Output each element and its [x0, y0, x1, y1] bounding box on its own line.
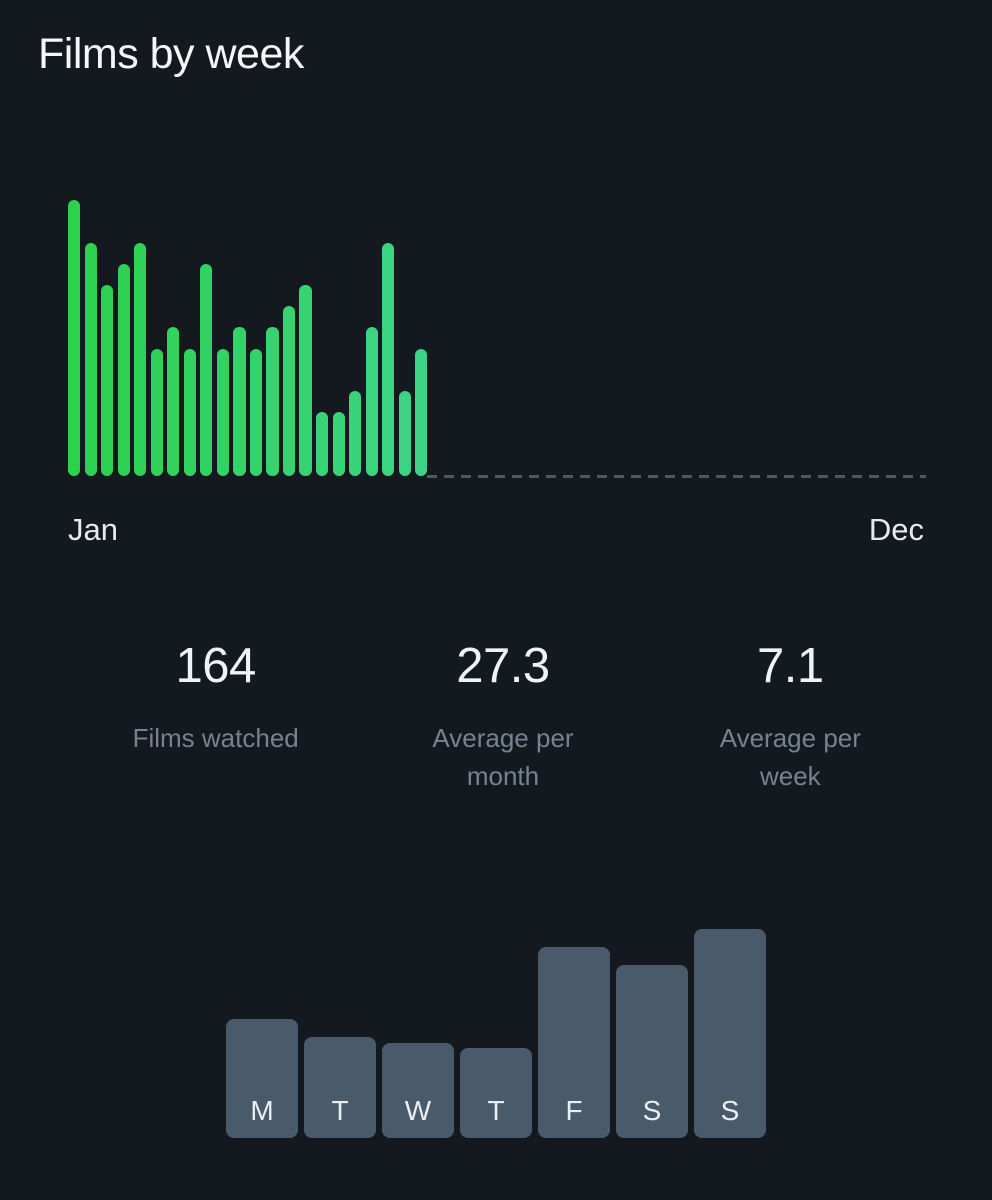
stat-value: 27.3 [456, 639, 550, 693]
day-letter-label: M [250, 1095, 274, 1126]
films-per-week-chart [68, 200, 926, 478]
summary-stats-row: 164 Films watched 27.3 Average per month… [72, 638, 934, 795]
week-bar [332, 412, 345, 476]
day-bar: W [382, 1042, 454, 1138]
stat-label: Average per month [432, 723, 574, 791]
stat-average-per-month: 27.3 Average per month [359, 638, 646, 795]
stat-label: Average per week [719, 723, 861, 791]
week-bar [398, 391, 411, 476]
stat-value: 7.1 [757, 639, 824, 693]
week-bar [415, 348, 428, 476]
week-bars-group [68, 200, 428, 476]
week-bar [134, 242, 147, 476]
day-bar: S [616, 964, 688, 1138]
day-bar: T [460, 1048, 532, 1138]
day-letter-label: S [642, 1095, 662, 1126]
week-bar [349, 391, 362, 476]
week-bar [183, 348, 196, 476]
day-letter-label: T [487, 1095, 505, 1126]
stat-films-watched: 164 Films watched [72, 638, 359, 795]
axis-label-jan: Jan [68, 512, 118, 547]
day-letter-label: F [565, 1095, 583, 1126]
week-bar [382, 242, 395, 476]
day-bar: S [694, 929, 766, 1138]
week-bar [216, 348, 229, 476]
week-bar [117, 263, 130, 476]
week-bar [167, 327, 180, 476]
day-bar: T [304, 1036, 376, 1138]
week-bar [150, 348, 163, 476]
remaining-weeks-dashed-line [427, 475, 926, 478]
stat-average-per-week: 7.1 Average per week [647, 638, 934, 795]
week-bar [101, 284, 114, 476]
week-bar [249, 348, 263, 476]
week-bar [365, 327, 378, 476]
week-bar [266, 327, 279, 476]
day-letter-label: T [331, 1095, 349, 1126]
week-bar [282, 306, 296, 476]
week-bar [299, 284, 312, 476]
week-bar [315, 412, 329, 476]
page-title: Films by week [38, 30, 304, 78]
stat-label: Films watched [132, 723, 299, 753]
week-bar [233, 327, 246, 476]
day-letter-label: S [720, 1095, 740, 1126]
day-bar: M [226, 1018, 298, 1138]
axis-label-dec: Dec [868, 512, 924, 547]
x-axis-labels: Jan Dec [68, 512, 924, 548]
week-bar [84, 242, 97, 476]
day-bar: F [538, 946, 610, 1138]
day-letter-label: W [404, 1095, 432, 1126]
stat-value: 164 [175, 639, 257, 693]
week-bar [68, 200, 81, 476]
week-bar [200, 263, 213, 476]
